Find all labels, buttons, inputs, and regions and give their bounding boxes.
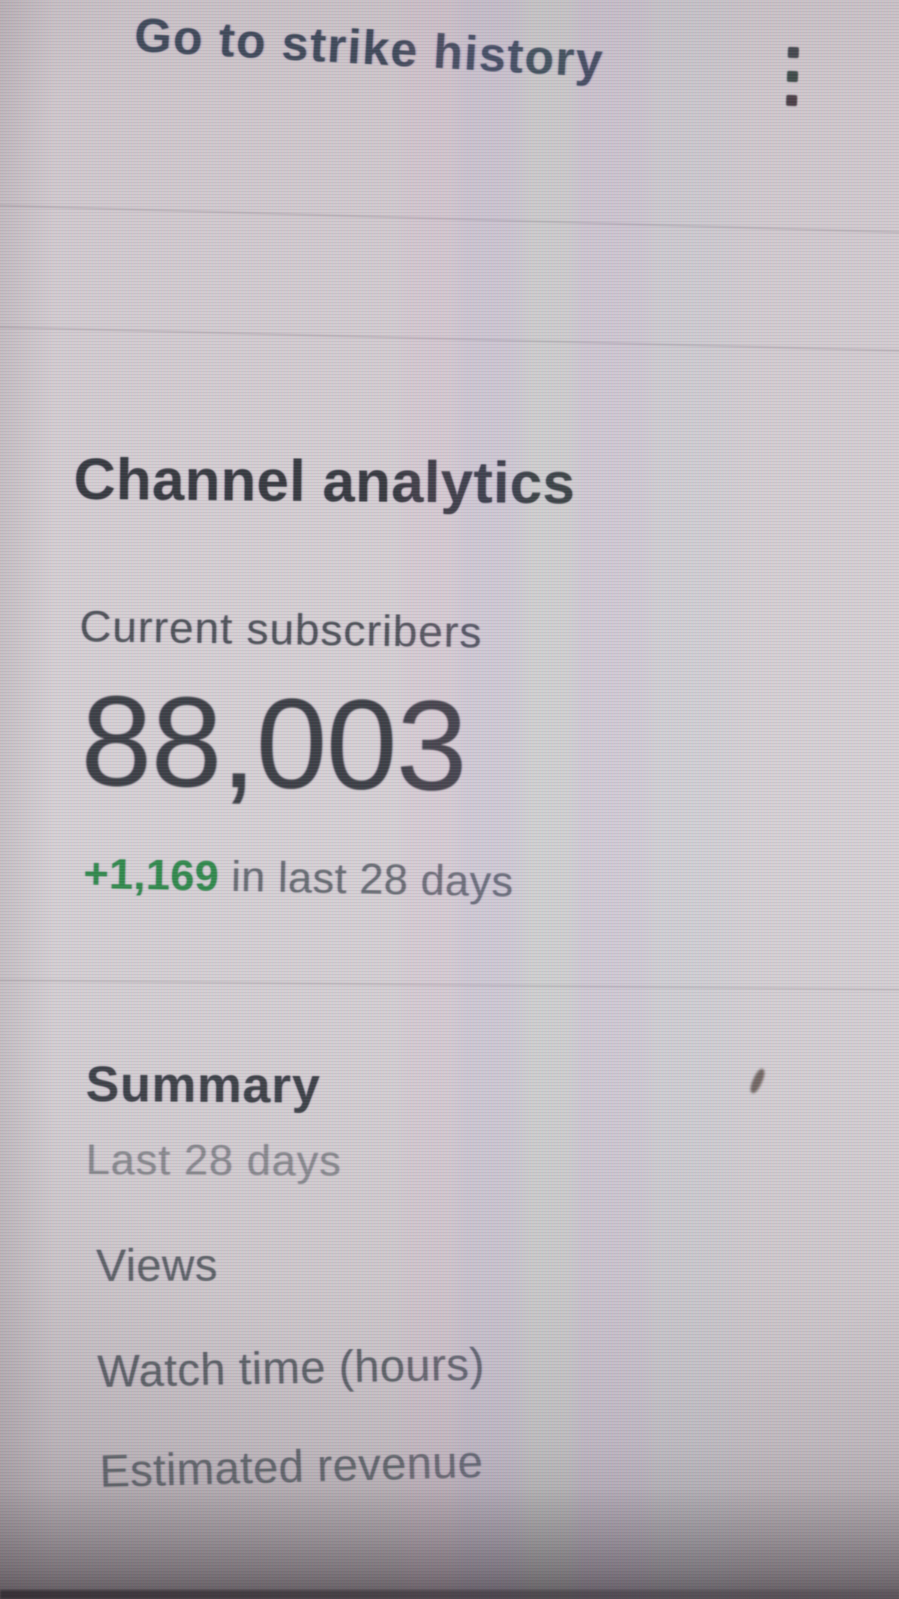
subscriber-delta: +1,169 in last 28 days <box>83 850 514 907</box>
delta-period-suffix: in last 28 days <box>230 852 515 907</box>
current-subscribers-label: Current subscribers <box>79 602 483 658</box>
summary-period-label: Last 28 days <box>85 1136 342 1186</box>
metric-watch-time: Watch time (hours) <box>97 1338 486 1397</box>
kebab-dot <box>786 70 799 83</box>
delta-value: +1,169 <box>83 850 220 901</box>
go-to-strike-history-link[interactable]: Go to strike history <box>132 8 606 89</box>
metric-views: Views <box>96 1239 218 1291</box>
kebab-menu-icon[interactable] <box>785 46 800 107</box>
subscriber-count: 88,003 <box>79 669 468 819</box>
metric-estimated-revenue: Estimated revenue <box>99 1435 484 1497</box>
photo-bottom-edge <box>0 1590 899 1599</box>
stray-mark <box>748 1067 767 1095</box>
divider-line <box>0 325 899 353</box>
divider-line <box>0 204 899 234</box>
page-title: Channel analytics <box>73 446 576 517</box>
kebab-dot <box>785 94 798 107</box>
summary-title: Summary <box>85 1056 321 1114</box>
kebab-dot <box>787 46 800 59</box>
divider-line <box>0 979 899 991</box>
